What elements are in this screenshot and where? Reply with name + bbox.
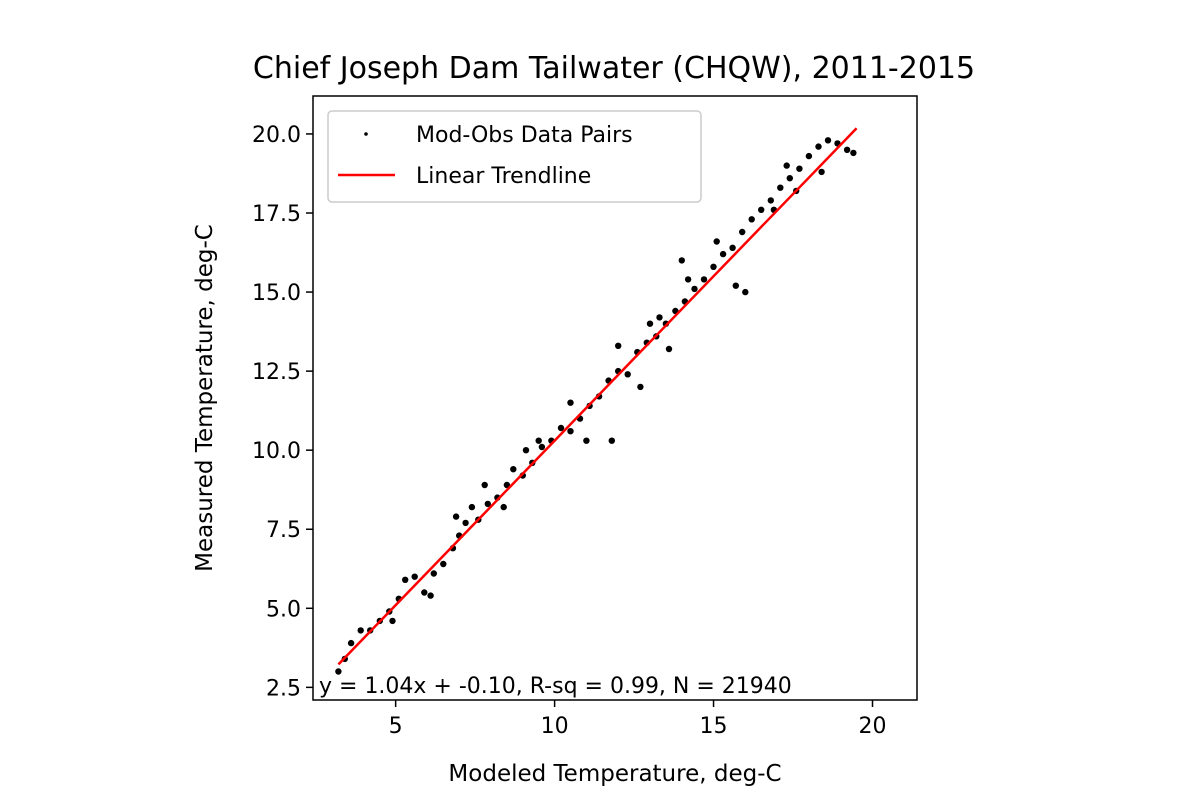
data-point	[815, 143, 822, 150]
data-point	[357, 627, 364, 634]
data-point	[824, 137, 832, 144]
data-point	[710, 263, 717, 270]
data-point	[758, 206, 765, 213]
data-point	[732, 282, 739, 289]
y-tick-label: 15.0	[252, 281, 301, 306]
data-point	[500, 503, 507, 511]
chart-title: Chief Joseph Dam Tailwater (CHQW), 2011-…	[253, 51, 975, 86]
legend-label-scatter: Mod-Obs Data Pairs	[416, 123, 633, 148]
data-point	[481, 481, 488, 489]
data-point	[510, 466, 517, 473]
data-point	[796, 165, 803, 172]
x-axis: 5 10 15 20	[389, 700, 886, 739]
data-point	[557, 424, 565, 432]
data-point	[742, 288, 749, 296]
data-point	[729, 244, 736, 251]
x-tick-label: 20	[858, 714, 886, 739]
data-point	[421, 589, 428, 596]
data-point	[462, 519, 469, 527]
data-point	[786, 175, 793, 182]
data-point	[777, 184, 784, 191]
y-axis: 2.5 5.0 7.5 10.0 12.5 15.0 17.5 20.0	[252, 123, 313, 701]
x-axis-label: Modeled Temperature, deg-C	[448, 761, 781, 787]
legend-box	[327, 110, 702, 203]
data-point	[567, 428, 574, 435]
data-point	[567, 399, 574, 406]
data-point	[389, 617, 396, 625]
data-point	[608, 437, 615, 444]
data-point	[583, 437, 590, 444]
data-point	[700, 276, 708, 283]
data-point	[402, 576, 409, 583]
data-point	[484, 500, 491, 508]
data-point	[748, 216, 755, 223]
data-point	[713, 238, 720, 245]
data-point	[615, 342, 622, 349]
y-axis-label: Measured Temperature, deg-C	[192, 224, 218, 572]
y-tick-label: 2.5	[266, 676, 301, 701]
data-point	[430, 570, 437, 577]
legend-marker-scatter	[364, 132, 368, 136]
x-tick-label: 10	[541, 714, 569, 739]
legend-label-trendline: Linear Trendline	[416, 164, 591, 189]
regression-annotation: y = 1.04x + -0.10, R-sq = 0.99, N = 2194…	[319, 674, 792, 699]
data-point	[783, 162, 790, 169]
data-point	[427, 592, 434, 599]
data-point	[850, 149, 857, 157]
y-tick-label: 5.0	[266, 597, 301, 622]
data-point	[739, 228, 746, 236]
data-point	[719, 250, 727, 258]
plot-frame	[312, 95, 918, 701]
y-tick-label: 7.5	[266, 518, 301, 543]
data-point	[468, 503, 476, 511]
data-point	[843, 146, 851, 153]
legend: Mod-Obs Data Pairs Linear Trendline	[327, 110, 702, 203]
data-point	[522, 447, 530, 454]
data-point	[684, 276, 692, 283]
data-point	[335, 668, 342, 675]
y-tick-label: 17.5	[252, 202, 301, 227]
data-point	[440, 560, 447, 568]
data-point	[411, 573, 418, 580]
data-point	[818, 168, 825, 176]
data-point	[691, 285, 698, 293]
data-point	[678, 257, 685, 264]
x-tick-label: 5	[389, 714, 403, 739]
y-tick-label: 12.5	[252, 360, 301, 385]
data-point	[637, 383, 644, 391]
data-point	[656, 314, 663, 321]
y-tick-label: 20.0	[252, 123, 301, 148]
x-tick-label: 15	[700, 714, 728, 739]
data-point	[646, 320, 654, 327]
data-point	[452, 513, 460, 520]
y-tick-label: 10.0	[252, 439, 301, 464]
data-point	[347, 639, 355, 647]
data-point	[535, 437, 542, 444]
trendline	[337, 127, 858, 666]
data-point	[624, 371, 631, 378]
data-point	[805, 152, 813, 160]
data-point	[538, 443, 546, 451]
data-point	[767, 197, 774, 204]
data-point	[665, 345, 673, 353]
trendline-series	[337, 127, 858, 666]
